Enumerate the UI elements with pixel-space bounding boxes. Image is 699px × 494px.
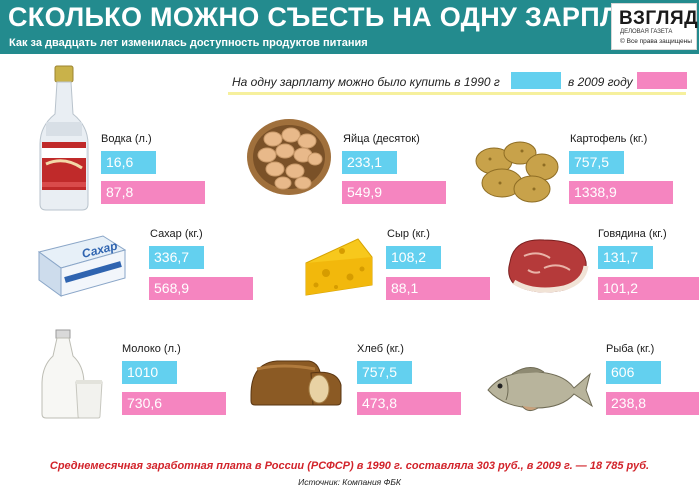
copyright-icon: ©	[620, 38, 625, 45]
milk-icon	[41, 329, 103, 419]
potatoes-icon	[475, 141, 559, 203]
value-2009-milk: 730,6	[122, 392, 226, 415]
value-1990-potatoes: 757,5	[569, 151, 624, 174]
beef-icon	[508, 239, 589, 293]
value-1990-vodka: 16,6	[101, 151, 156, 174]
value-2009-cheese: 88,1	[386, 277, 490, 300]
legend-label-2009: в 2009 году	[568, 75, 633, 89]
logo-rights: © Все права защищены	[620, 38, 692, 45]
value-2009-sugar: 568,9	[149, 277, 253, 300]
value-1990-fish: 606	[606, 361, 661, 384]
value-1990-milk: 1010	[122, 361, 177, 384]
value-2009-potatoes: 1338,9	[569, 181, 673, 204]
vodka-bottle-icon	[39, 65, 89, 211]
legend-underline	[228, 92, 686, 95]
item-label-sugar: Сахар (кг.)	[150, 228, 203, 240]
salary-note: Среднемесячная заработная плата в России…	[49, 460, 650, 472]
item-label-cheese: Сыр (кг.)	[387, 228, 430, 240]
item-label-milk: Молоко (л.)	[122, 343, 181, 355]
value-1990-bread: 757,5	[357, 361, 412, 384]
cheese-icon	[305, 238, 373, 296]
legend-swatch-2009	[637, 72, 687, 89]
logo[interactable]: ВЗГЛЯД ДЕЛОВАЯ ГАЗЕТА © Все права защище…	[611, 3, 699, 50]
value-2009-fish: 238,8	[606, 392, 699, 415]
item-label-fish: Рыба (кг.)	[606, 343, 655, 355]
value-2009-bread: 473,8	[357, 392, 461, 415]
bread-icon	[250, 360, 342, 406]
logo-name: ВЗГЛЯД	[619, 8, 699, 29]
value-1990-beef: 131,7	[598, 246, 653, 269]
value-1990-eggs: 233,1	[342, 151, 397, 174]
sugar-box-icon: Сахар	[37, 235, 127, 297]
value-2009-beef: 101,2	[598, 277, 699, 300]
eggs-basket-icon	[247, 119, 331, 195]
item-label-vodka: Водка (л.)	[101, 133, 152, 145]
item-label-bread: Хлеб (кг.)	[357, 343, 404, 355]
value-1990-cheese: 108,2	[386, 246, 441, 269]
legend-swatch-1990	[511, 72, 561, 89]
item-label-eggs: Яйца (десяток)	[343, 133, 420, 145]
fish-icon	[487, 367, 594, 412]
page-subtitle: Как за двадцать лет изменилась доступнос…	[9, 37, 368, 49]
page-title: СКОЛЬКО МОЖНО СЪЕСТЬ НА ОДНУ ЗАРПЛАТУ	[8, 2, 672, 32]
item-label-potatoes: Картофель (кг.)	[570, 133, 648, 145]
item-label-beef: Говядина (кг.)	[598, 228, 667, 240]
title-bar: СКОЛЬКО МОЖНО СЪЕСТЬ НА ОДНУ ЗАРПЛАТУ Ка…	[0, 0, 699, 54]
source-note: Источник: Компания ФБК	[298, 477, 401, 487]
legend-label-1990: На одну зарплату можно было купить в 199…	[232, 75, 500, 89]
value-1990-sugar: 336,7	[149, 246, 204, 269]
logo-tagline: ДЕЛОВАЯ ГАЗЕТА	[620, 29, 673, 35]
value-2009-eggs: 549,9	[342, 181, 446, 204]
value-2009-vodka: 87,8	[101, 181, 205, 204]
